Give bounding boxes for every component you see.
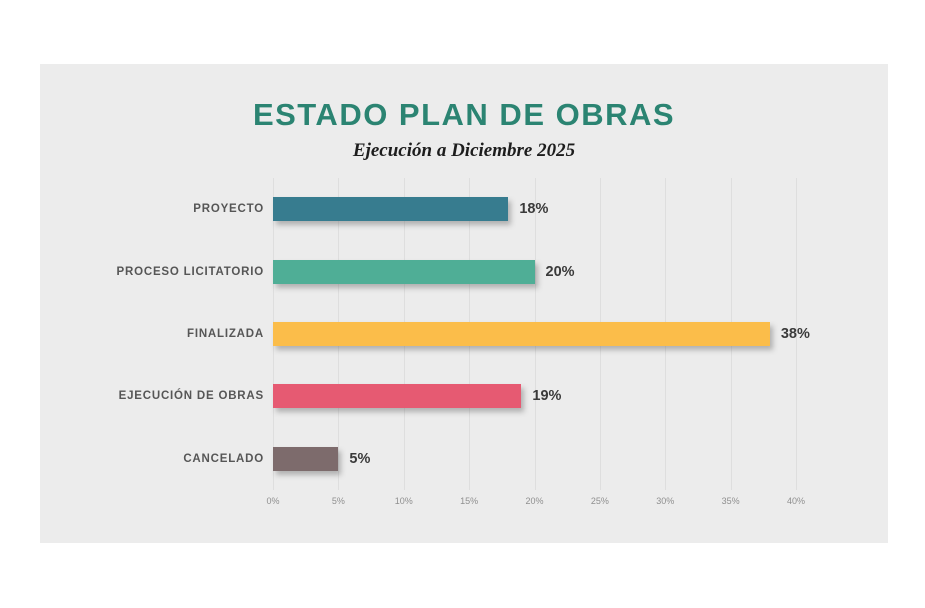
chart-card: ESTADO PLAN DE OBRAS Ejecución a Diciemb… (40, 64, 888, 543)
bar-row: EJECUCIÓN DE OBRAS 19% (40, 365, 888, 427)
x-tick-label: 5% (331, 496, 345, 506)
chart-title: ESTADO PLAN DE OBRAS (252, 97, 676, 132)
x-tick-label: 15% (460, 496, 479, 506)
bar (273, 446, 339, 471)
chart-subtitle: Ejecución a Diciembre 2025 (352, 140, 576, 161)
bar-value-label: 19% (532, 388, 562, 405)
x-tick-label: 30% (656, 496, 675, 506)
bar-rows: PROYECTO 18% PROCESO LICITATORIO 20% FINALIZ… (40, 178, 888, 490)
bar-value-label: 18% (519, 201, 549, 218)
bar-value-label: 38% (780, 325, 810, 342)
x-axis: 0% 5% 10% 15% 20% 25% 30% 35% 40% (266, 496, 805, 512)
bar-row: CANCELADO 5% (40, 428, 888, 490)
bar (273, 197, 509, 222)
category-label: EJECUCIÓN DE OBRAS (118, 390, 264, 403)
category-label: FINALIZADA (187, 327, 264, 340)
x-tick-label: 35% (721, 496, 740, 506)
bar-value-label: 20% (545, 263, 575, 280)
bar-row: PROCESO LICITATORIO 20% (40, 240, 888, 302)
category-label: PROCESO LICITATORIO (116, 265, 264, 278)
x-tick-label: 25% (590, 496, 609, 506)
category-label: CANCELADO (183, 452, 264, 465)
bar (273, 259, 535, 284)
x-tick-label: 20% (525, 496, 544, 506)
category-label: PROYECTO (193, 203, 264, 216)
bar-row: PROYECTO 18% (40, 178, 888, 240)
bar (273, 321, 770, 346)
gridline (796, 178, 797, 490)
bar (273, 384, 522, 409)
x-tick-label: 0% (266, 496, 280, 506)
bar-row: FINALIZADA 38% (40, 303, 888, 365)
bar-value-label: 5% (349, 450, 371, 467)
x-tick-label: 40% (786, 496, 806, 506)
x-tick-label: 10% (394, 496, 413, 506)
